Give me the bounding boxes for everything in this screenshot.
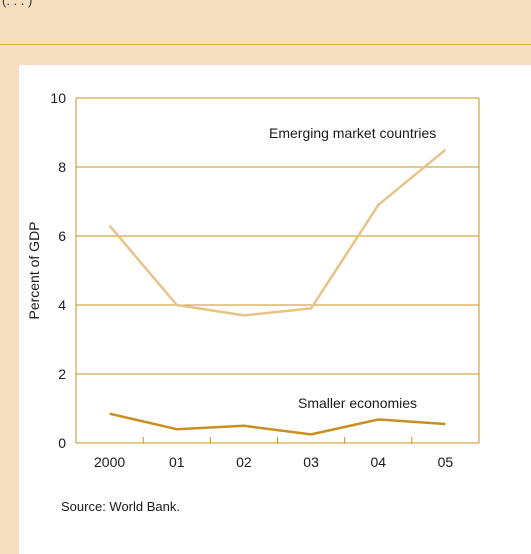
y-tick-label: 10 xyxy=(50,90,66,106)
y-tick-label: 0 xyxy=(58,435,66,451)
x-tick-label: 05 xyxy=(438,454,454,470)
series-label-emerging: Emerging market countries xyxy=(269,125,436,141)
header-fragment-text: (. . . ) xyxy=(2,0,33,8)
series-line-1 xyxy=(109,412,446,436)
y-axis-title: Percent of GDP xyxy=(26,221,42,319)
series-label-smaller: Smaller economies xyxy=(298,395,417,411)
x-tick-label: 01 xyxy=(169,454,185,470)
x-tick-label: 03 xyxy=(303,454,319,470)
chart-panel: 0 2 4 6 8 10 2000 01 02 03 04 05 Percent of GDP Emerg… xyxy=(19,65,531,554)
y-tick-label: 2 xyxy=(58,366,66,382)
series-lines xyxy=(108,148,447,436)
axes xyxy=(75,98,480,444)
x-tick-label: 04 xyxy=(370,454,386,470)
x-tick-label: 02 xyxy=(236,454,252,470)
x-tick-label: 2000 xyxy=(94,454,125,470)
y-tick-label: 8 xyxy=(58,159,66,175)
y-tick-label: 6 xyxy=(58,228,66,244)
gridlines xyxy=(76,97,479,375)
y-tick-label: 4 xyxy=(58,297,66,313)
header-strip: (. . . ) xyxy=(0,0,531,45)
source-note: Source: World Bank. xyxy=(61,499,180,514)
series-line-0 xyxy=(108,148,447,317)
